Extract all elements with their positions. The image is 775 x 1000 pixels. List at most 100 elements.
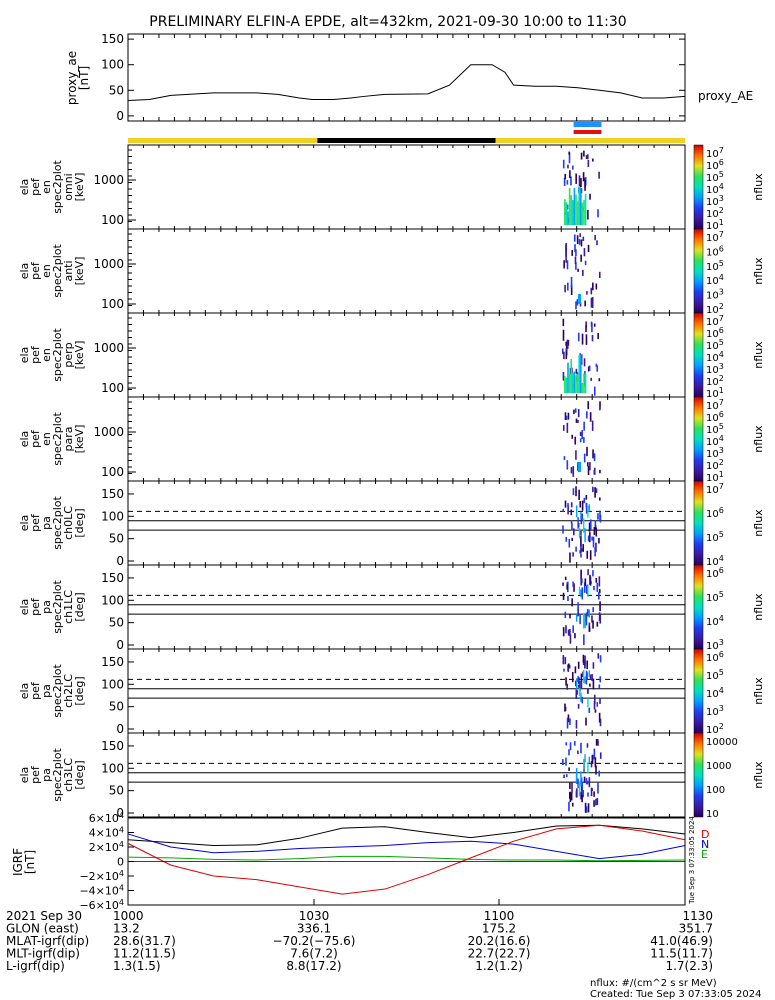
- data-pixel: [592, 536, 595, 548]
- panel-frame: [127, 228, 686, 314]
- data-pixel: [594, 235, 596, 241]
- data-pixel: [568, 767, 570, 771]
- data-pixel: [599, 514, 602, 523]
- xrow-value: 7.6(7.2): [290, 947, 338, 961]
- data-pixel: [597, 740, 599, 746]
- data-pixel: [599, 469, 601, 474]
- data-pixel: [583, 776, 586, 783]
- data-pixel: [586, 660, 588, 670]
- data-pixel: [586, 154, 589, 160]
- data-pixel: [591, 322, 593, 333]
- proxy-ae-panel: 150 100 50 0 proxy_ae [nT] proxy_AE: [65, 32, 753, 123]
- panel-ylabel: ch0LC: [62, 506, 75, 540]
- data-pixel: [581, 590, 583, 600]
- data-pixel: [581, 513, 583, 520]
- data-pixel: [598, 712, 601, 723]
- igrf-series-N: [127, 833, 686, 860]
- data-pixel: [599, 655, 602, 663]
- data-pixel: [573, 583, 575, 592]
- data-pixel: [587, 401, 590, 410]
- data-pixel: [571, 537, 573, 541]
- colorbar-tick: 107: [706, 482, 724, 496]
- data-pixel: [565, 415, 568, 420]
- data-pixel: [575, 249, 577, 257]
- data-pixel: [585, 717, 587, 726]
- data-pixel: [562, 582, 564, 586]
- panel-frame: [127, 144, 686, 230]
- data-pixel: [583, 437, 585, 443]
- data-pixel: [593, 323, 596, 327]
- ytick-label: 50: [109, 700, 124, 714]
- colorbar: [693, 480, 704, 566]
- ytick-label: 100: [101, 761, 124, 775]
- ytick-label: 100: [101, 58, 124, 72]
- data-pixel: [587, 535, 590, 542]
- data-pixel: [592, 607, 594, 613]
- data-pixel: [576, 614, 578, 622]
- data-pixel: [596, 582, 599, 592]
- data-pixel: [577, 462, 579, 471]
- data-pixel: [578, 489, 580, 501]
- xrow-value: 175.2: [482, 922, 516, 936]
- data-pixel: [576, 201, 579, 225]
- data-pixel: [570, 195, 572, 225]
- colorbar-tick: 104: [706, 182, 724, 196]
- data-pixel: [576, 299, 579, 306]
- ytick-label: 100: [101, 677, 124, 691]
- panel-ylabel: pef: [29, 261, 42, 280]
- data-pixel: [595, 578, 598, 583]
- data-pixel: [569, 614, 571, 619]
- data-pixel: [598, 537, 600, 544]
- data-pixel: [594, 487, 596, 498]
- data-pixel: [595, 363, 598, 367]
- data-pixel: [587, 466, 590, 476]
- data-pixel: [590, 787, 593, 797]
- colorbar: [693, 144, 704, 230]
- orbit-segment: [495, 138, 685, 143]
- data-pixel: [568, 801, 570, 812]
- data-pixel: [585, 670, 588, 685]
- data-pixel: [571, 598, 573, 607]
- data-pixel: [565, 351, 568, 360]
- colorbar-tick: 102: [706, 206, 724, 220]
- xrow-value: 8.8(17.2): [286, 959, 341, 973]
- data-pixel: [572, 488, 575, 496]
- data-pixel: [596, 797, 599, 806]
- panel-ylabel: pef: [29, 597, 42, 616]
- panel-ylabel: spec2plot: [51, 580, 64, 634]
- data-pixel: [568, 538, 571, 548]
- data-pixel: [583, 373, 585, 393]
- igrf-yunit: [nT]: [23, 850, 37, 874]
- panel-frame: [127, 396, 686, 482]
- data-pixel: [567, 503, 569, 508]
- data-pixel: [576, 235, 579, 245]
- data-pixel: [569, 782, 571, 790]
- panel-ylabel: [deg]: [73, 508, 86, 537]
- colorbar-tick: 102: [706, 722, 724, 736]
- ytick-label: 1000: [93, 425, 124, 439]
- ytick-label: 50: [109, 616, 124, 630]
- igrf-side-stamp: Tue Sep 3 07:33:05 2024: [688, 816, 696, 905]
- data-pixel: [581, 500, 584, 511]
- data-pixel: [565, 341, 567, 346]
- data-pixel: [594, 547, 596, 557]
- data-pixel: [564, 284, 566, 293]
- ytick-label: 0: [116, 554, 124, 568]
- data-pixel: [584, 300, 586, 307]
- data-pixel: [576, 373, 579, 393]
- data-pixel: [589, 683, 591, 687]
- data-pixel: [562, 372, 565, 381]
- data-pixel: [588, 609, 590, 618]
- ytick-label: 4×104: [89, 826, 124, 840]
- data-pixel: [570, 276, 573, 288]
- ytick-label: −6×104: [79, 898, 124, 912]
- data-pixel: [573, 234, 576, 242]
- data-pixel: [580, 530, 582, 536]
- xrow-label: L-igrf(dip): [6, 959, 65, 973]
- colorbar-tick: 107: [706, 314, 724, 328]
- panel-frame: [127, 732, 686, 818]
- data-pixel: [575, 689, 578, 700]
- proxy-ae-line: [127, 64, 686, 102]
- panel-ylabel: ela: [18, 179, 31, 196]
